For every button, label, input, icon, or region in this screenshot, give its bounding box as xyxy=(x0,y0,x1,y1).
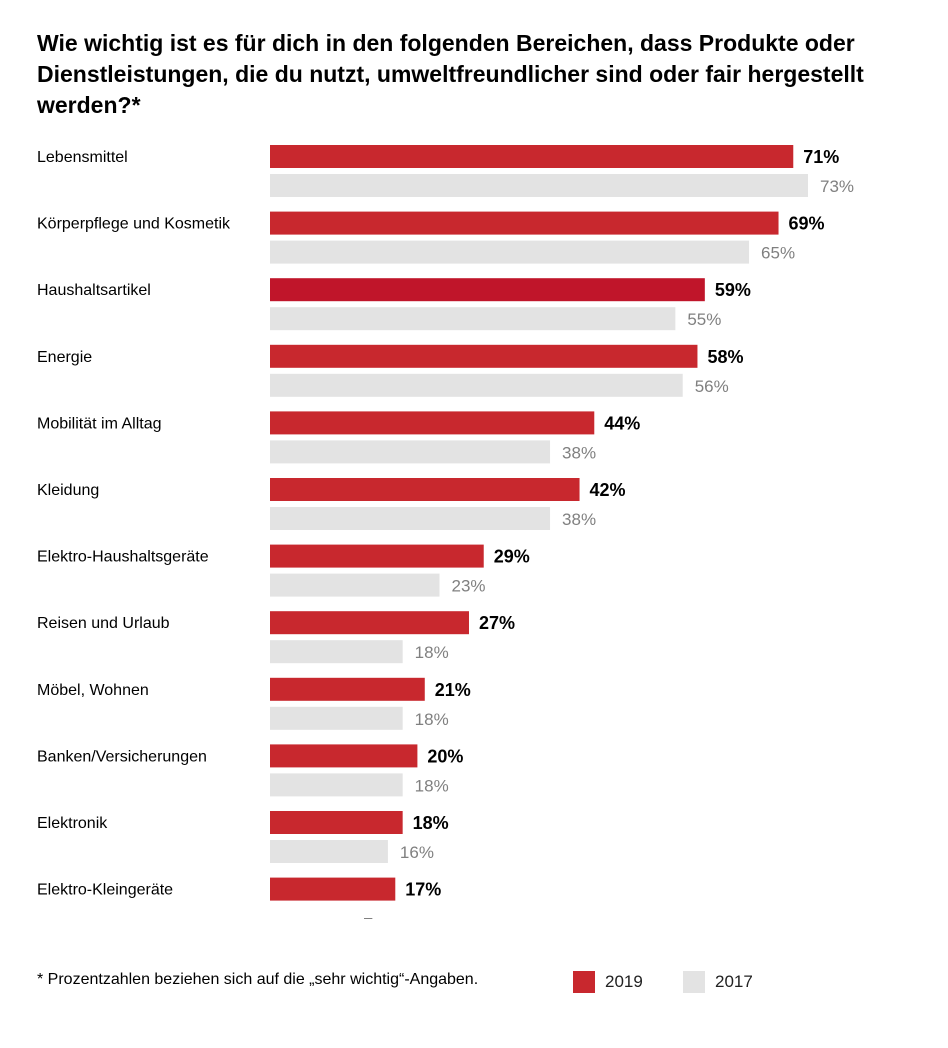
data-label-2019: 21% xyxy=(435,680,471,700)
bar-2017 xyxy=(270,773,403,797)
category-label: Mobilität im Alltag xyxy=(37,415,162,432)
bar-2019 xyxy=(270,811,403,834)
legend-label-2017: 2017 xyxy=(715,972,753,991)
bar-2017 xyxy=(270,174,809,197)
bar-2019 xyxy=(270,677,425,701)
data-label-2019: 27% xyxy=(479,613,515,633)
bar-2017 xyxy=(270,640,403,664)
bar-2017 xyxy=(270,240,750,264)
category-label: Elektro-Haushaltsgeräte xyxy=(37,549,209,566)
bar-2017 xyxy=(270,573,440,597)
bar-2019 xyxy=(270,344,698,368)
bar-2017 xyxy=(270,507,551,530)
bar-2019 xyxy=(270,411,595,435)
category-label: Möbel, Wohnen xyxy=(37,682,149,699)
data-label-2019: 69% xyxy=(789,214,825,234)
data-label-2017: 65% xyxy=(761,244,795,263)
category-label: Energie xyxy=(37,349,92,366)
category-label: Elektronik xyxy=(37,815,108,832)
bar-2019 xyxy=(270,544,484,568)
category-label: Kleidung xyxy=(37,482,99,499)
category-label: Reisen und Urlaub xyxy=(37,615,170,632)
data-label-2017: 23% xyxy=(452,577,486,596)
category-label: Lebensmittel xyxy=(37,149,128,166)
data-label-2019: 20% xyxy=(427,746,463,766)
data-label-2019: 58% xyxy=(707,347,743,367)
data-label-2019: 17% xyxy=(405,880,441,900)
bar-2019 xyxy=(270,278,705,302)
bar-2019 xyxy=(270,478,580,501)
bar-2017 xyxy=(270,373,683,397)
bar-2019 xyxy=(270,211,779,235)
data-label-2017: 18% xyxy=(415,710,449,729)
data-label-2019: 29% xyxy=(494,547,530,567)
bar-2019 xyxy=(270,611,469,635)
legend-label-2019: 2019 xyxy=(605,972,643,991)
bar-2019 xyxy=(270,744,418,768)
data-label-2019: 44% xyxy=(604,413,640,433)
chart-title: Wie wichtig ist es für dich in den folge… xyxy=(37,30,864,118)
category-label: Elektro-Kleingeräte xyxy=(37,882,173,899)
bar-2019 xyxy=(270,145,794,168)
data-label-2019: 71% xyxy=(803,147,839,167)
bar-2017 xyxy=(270,440,551,464)
category-label: Banken/Versicherungen xyxy=(37,748,207,765)
data-label-2017: 16% xyxy=(400,843,434,862)
legend-item-2019: 2019 xyxy=(573,970,643,994)
data-label-2019: 42% xyxy=(590,480,626,500)
data-label-2017: 55% xyxy=(687,310,721,329)
bar-2017 xyxy=(270,840,388,863)
category-label: Haushaltsartikel xyxy=(37,282,151,299)
data-label-2017: 18% xyxy=(415,643,449,662)
bar-2017 xyxy=(270,307,676,331)
data-label-2017: 38% xyxy=(562,443,596,462)
legend-item-2017: 2017 xyxy=(683,970,753,994)
data-label-2019: 59% xyxy=(715,280,751,300)
data-label-2017: 73% xyxy=(820,177,854,196)
data-label-2017: 18% xyxy=(415,776,449,795)
data-label-2019: 18% xyxy=(413,813,449,833)
footnote: * Prozentzahlen beziehen sich auf die „s… xyxy=(37,971,479,988)
data-label-2017: 56% xyxy=(695,377,729,396)
legend-swatch-2017 xyxy=(683,971,705,993)
data-label-2017: – xyxy=(364,910,373,927)
bar-chart: Lebensmittel 71% 73% Körperpflege und Kosme… xyxy=(37,145,854,927)
legend-swatch-2019 xyxy=(573,971,595,993)
bar-2017 xyxy=(270,706,403,730)
data-label-2017: 38% xyxy=(562,510,596,529)
category-label: Körperpflege und Kosmetik xyxy=(37,216,231,233)
bar-2019 xyxy=(270,877,396,901)
